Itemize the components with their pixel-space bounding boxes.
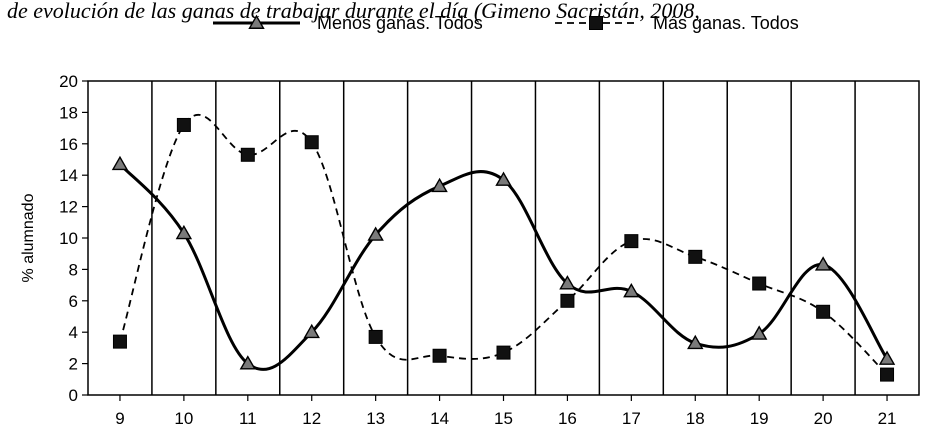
- x-tick-label: 16: [558, 409, 577, 428]
- data-point-2: [304, 135, 319, 150]
- series-1: [111, 155, 896, 371]
- data-point-1: [750, 325, 768, 340]
- x-axis: 9 10 11 12 13 14 15 16 17 18 19 20 21: [115, 395, 896, 428]
- data-point-1: [303, 323, 320, 339]
- data-point-1: [175, 224, 193, 240]
- x-tick-label: 10: [174, 409, 193, 428]
- x-tick-label: 9: [115, 409, 124, 428]
- data-point-2: [880, 367, 895, 382]
- legend-label-1: Menos ganas. Todos: [317, 13, 483, 33]
- y-axis-label: % alumnado: [20, 193, 37, 282]
- x-tick-label: 12: [302, 409, 321, 428]
- legend-item-2: Más ganas. Todos: [555, 13, 799, 33]
- y-tick-label: 0: [69, 386, 78, 405]
- x-tick-label: 19: [750, 409, 769, 428]
- y-tick-label: 10: [59, 229, 78, 248]
- x-tick-label: 13: [366, 409, 385, 428]
- legend-item-1: Menos ganas. Todos: [213, 13, 483, 33]
- data-point-2: [432, 348, 447, 363]
- series-line-2: [119, 114, 888, 376]
- figure-caption: . de evolución de las ganas de trabajar …: [0, 0, 700, 23]
- data-point-1: [687, 334, 704, 350]
- data-point-2: [688, 249, 703, 264]
- x-tick-label: 14: [430, 409, 449, 428]
- y-tick-label: 18: [59, 103, 78, 122]
- data-point-1: [878, 350, 896, 365]
- x-tick-label: 18: [686, 409, 705, 428]
- y-axis: 0 2 4 6 8 10 12 14 16 18 20: [59, 72, 88, 405]
- data-point-1: [559, 275, 576, 290]
- data-point-1: [623, 282, 640, 298]
- data-point-1: [111, 155, 129, 171]
- y-tick-label: 8: [69, 260, 78, 279]
- y-tick-label: 4: [69, 323, 78, 342]
- data-point-2: [176, 117, 191, 132]
- data-point-2: [816, 304, 831, 319]
- legend-label-2: Más ganas. Todos: [653, 13, 799, 33]
- x-tick-label: 21: [878, 409, 897, 428]
- data-point-2: [112, 334, 127, 349]
- y-tick-label: 12: [59, 198, 78, 217]
- data-point-2: [240, 147, 255, 162]
- data-point-1: [431, 177, 448, 193]
- x-tick-label: 20: [814, 409, 833, 428]
- data-point-1: [814, 256, 832, 271]
- series-line-1: [118, 163, 889, 371]
- legend-marker-2: [589, 16, 603, 30]
- data-point-1: [367, 226, 384, 241]
- y-tick-label: 6: [69, 292, 78, 311]
- series-layer: [111, 114, 896, 382]
- data-point-1: [495, 171, 512, 186]
- data-point-2: [496, 345, 511, 360]
- data-point-2: [560, 293, 575, 308]
- y-tick-label: 20: [59, 72, 78, 91]
- data-point-2: [752, 276, 767, 291]
- y-tick-label: 2: [69, 355, 78, 374]
- x-tick-label: 11: [239, 409, 257, 428]
- legend-marker-1: [248, 14, 265, 29]
- data-point-2: [624, 234, 639, 249]
- data-point-2: [368, 329, 383, 344]
- plot-area: 0 2 4 6 8 10 12 14 16 18 20 9 10 11 12 13 14 15 16 17 18 19 2…: [59, 72, 920, 428]
- y-tick-label: 16: [59, 135, 78, 154]
- data-point-1: [239, 355, 257, 370]
- x-tick-label: 17: [622, 409, 641, 428]
- series-2: [112, 114, 895, 382]
- legend: Menos ganas. Todos Más ganas. Todos: [213, 13, 799, 33]
- y-tick-label: 14: [59, 166, 78, 185]
- x-tick-label: 15: [494, 409, 513, 428]
